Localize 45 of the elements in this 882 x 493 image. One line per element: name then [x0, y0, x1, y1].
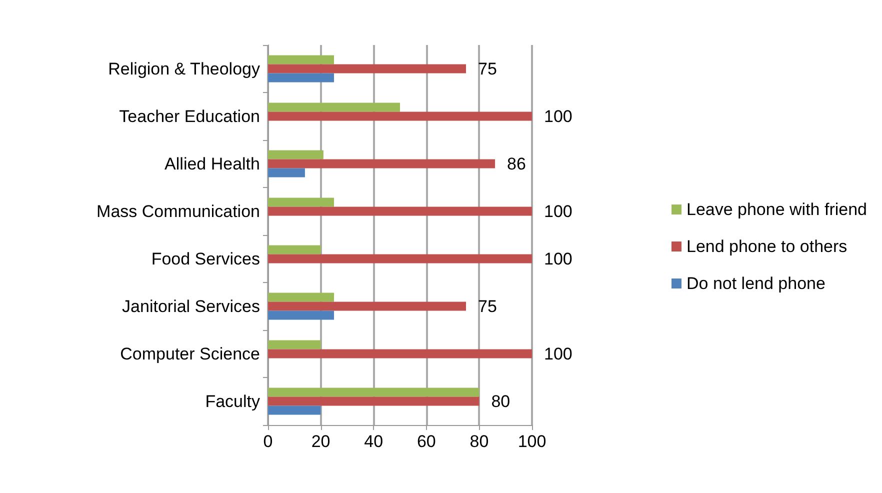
bar: [268, 349, 532, 358]
data-label: 86: [507, 154, 526, 174]
y-tick-label: Allied Health: [164, 154, 260, 174]
bar: [268, 254, 532, 264]
data-label: 75: [478, 296, 497, 316]
y-tick-label: Computer Science: [120, 344, 260, 364]
y-tick-label: Janitorial Services: [122, 296, 260, 316]
x-tick-label: 40: [364, 432, 384, 451]
x-tick-label: 100: [518, 432, 546, 451]
y-tick-label: Food Services: [151, 249, 260, 268]
bar: [268, 150, 324, 160]
bar: [268, 159, 496, 168]
bar: [268, 302, 466, 311]
bar: [268, 64, 466, 74]
bar: [268, 102, 400, 112]
y-tick-label: Religion & Theology: [108, 59, 260, 78]
bar: [268, 55, 334, 64]
bar: [268, 388, 480, 397]
bar: [268, 245, 321, 254]
x-tick-label: 80: [470, 432, 489, 451]
data-label: 100: [544, 249, 572, 268]
bar: [268, 406, 321, 415]
y-tick-label: Teacher Education: [119, 106, 260, 126]
bar: [268, 310, 334, 320]
bar: [268, 340, 321, 350]
legend-label: Lend phone to others: [686, 237, 848, 256]
data-label: 80: [491, 392, 510, 411]
legend-label: Leave phone with friend: [686, 200, 868, 219]
data-label: 75: [478, 59, 497, 78]
bar: [268, 292, 334, 302]
y-tick-label: Faculty: [205, 392, 260, 411]
x-tick-label: 20: [311, 432, 330, 451]
bar: [268, 198, 334, 207]
bar: [268, 112, 532, 121]
data-label: 100: [544, 202, 572, 221]
x-tick-label: 0: [263, 432, 273, 451]
y-tick-label: Mass Communication: [96, 202, 260, 221]
bar: [268, 206, 532, 216]
bar: [268, 396, 480, 406]
bar: [268, 168, 305, 178]
data-label: 100: [544, 344, 572, 364]
x-tick-label: 60: [416, 432, 436, 451]
bar: [268, 73, 334, 82]
legend-label: Do not lend phone: [686, 274, 826, 293]
data-label: 100: [544, 106, 572, 126]
